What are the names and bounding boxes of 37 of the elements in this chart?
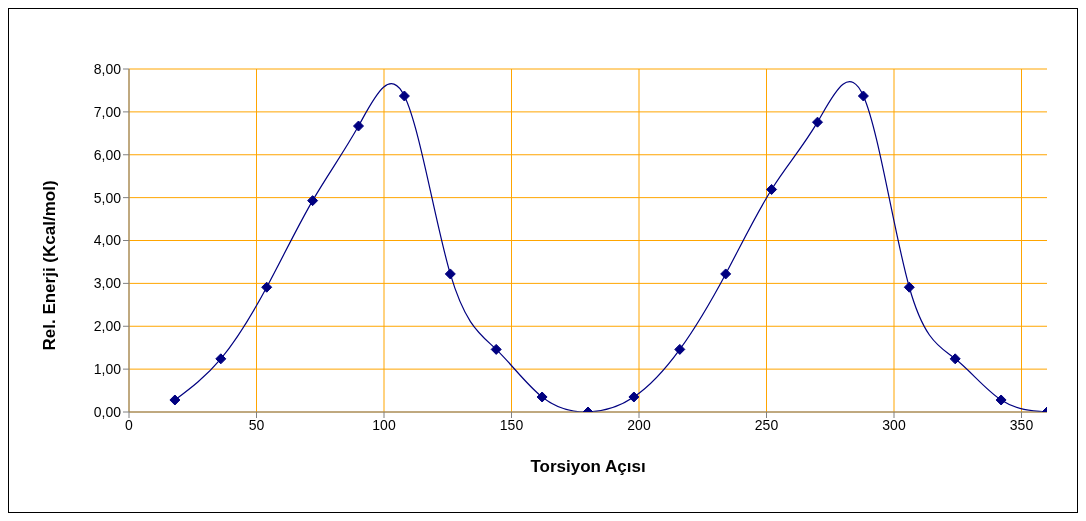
x-tick-label: 150 [499,416,524,433]
x-axis-title: Torsiyon Açısı [530,457,646,476]
y-tick-label: 6,00 [93,146,122,163]
point [215,353,227,365]
point [444,268,456,280]
y-axis-title: Rel. Enerji (Kcal/mol) [40,180,60,351]
point [766,183,778,195]
y-tick-label: 5,00 [93,189,122,206]
point [812,116,823,128]
y-tick-label: 8,00 [93,60,122,77]
y-tick-label: 3,00 [93,275,122,292]
y-tick-label: 1,00 [93,361,122,378]
x-tick-label: 300 [882,416,906,433]
x-tick-label: 200 [627,416,651,433]
x-tick-label: 0 [125,416,134,433]
point [490,343,502,355]
y-tick-label: 0,00 [93,403,122,420]
y-tick-label: 4,00 [93,232,122,249]
point [949,353,961,365]
point [674,343,686,355]
point [903,281,915,293]
point [398,90,410,102]
y-tick-label: 7,00 [93,103,122,120]
y-tick-label: 2,00 [93,318,122,335]
x-tick-label: 100 [372,416,396,433]
point [307,195,319,207]
point [995,394,1007,406]
point [536,391,548,403]
point [628,391,640,403]
x-tick-label: 250 [754,416,779,433]
point [857,90,869,102]
point [169,394,181,406]
point [720,268,732,280]
x-tick-label: 350 [1009,416,1034,433]
point [353,120,364,132]
x-tick-label: 50 [248,416,265,433]
point [261,281,273,293]
